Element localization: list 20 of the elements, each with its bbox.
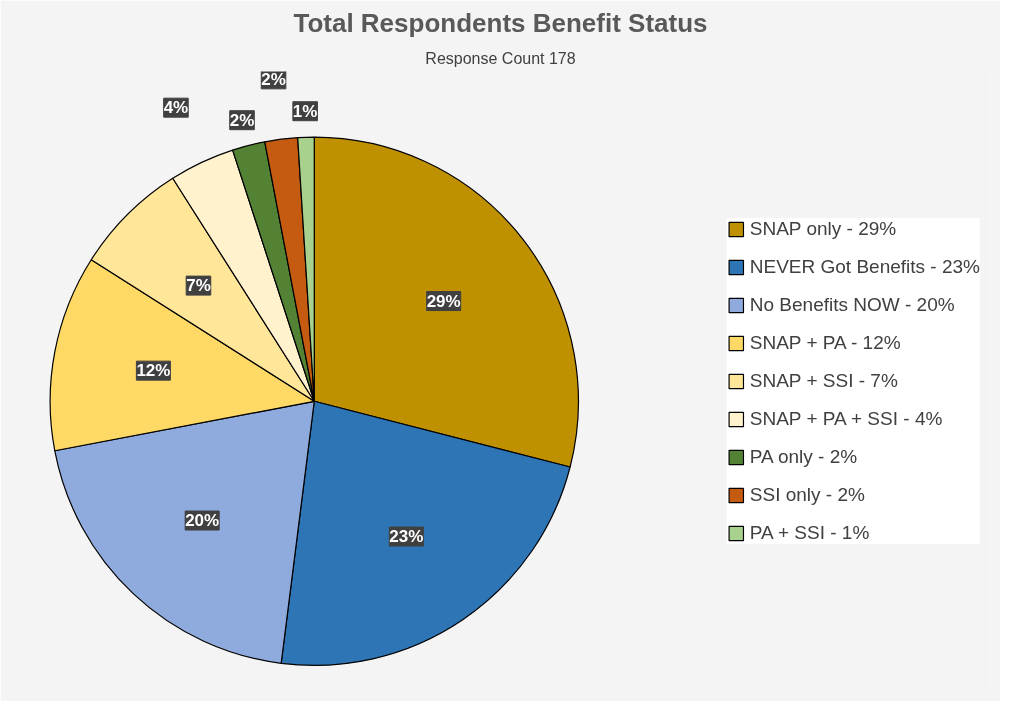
data-label: 20% xyxy=(185,511,220,531)
legend-label: No Benefits NOW - 20% xyxy=(749,294,955,316)
legend-label: NEVER Got Benefits - 23% xyxy=(749,256,980,278)
data-label: 2% xyxy=(261,69,286,89)
data-label: 12% xyxy=(136,361,171,381)
data-label: 1% xyxy=(292,101,318,121)
legend-label: PA + SSI - 1% xyxy=(749,522,870,544)
legend-label: SSI only - 2% xyxy=(749,484,865,506)
data-label: 2% xyxy=(229,110,255,130)
data-label: 29% xyxy=(426,291,461,311)
chart-subtitle: Response Count 178 xyxy=(425,49,576,67)
data-label: 4% xyxy=(163,98,189,118)
data-label: 7% xyxy=(186,276,211,296)
legend-label: SNAP + PA - 12% xyxy=(749,332,901,354)
chart-title: Total Respondents Benefit Status xyxy=(293,7,708,38)
data-label: 23% xyxy=(389,527,424,547)
legend-label: SNAP + PA + SSI - 4% xyxy=(749,408,943,430)
legend-label: PA only - 2% xyxy=(749,446,858,468)
legend-label: SNAP only - 29% xyxy=(749,218,897,240)
legend-label: SNAP + SSI - 7% xyxy=(749,370,898,392)
